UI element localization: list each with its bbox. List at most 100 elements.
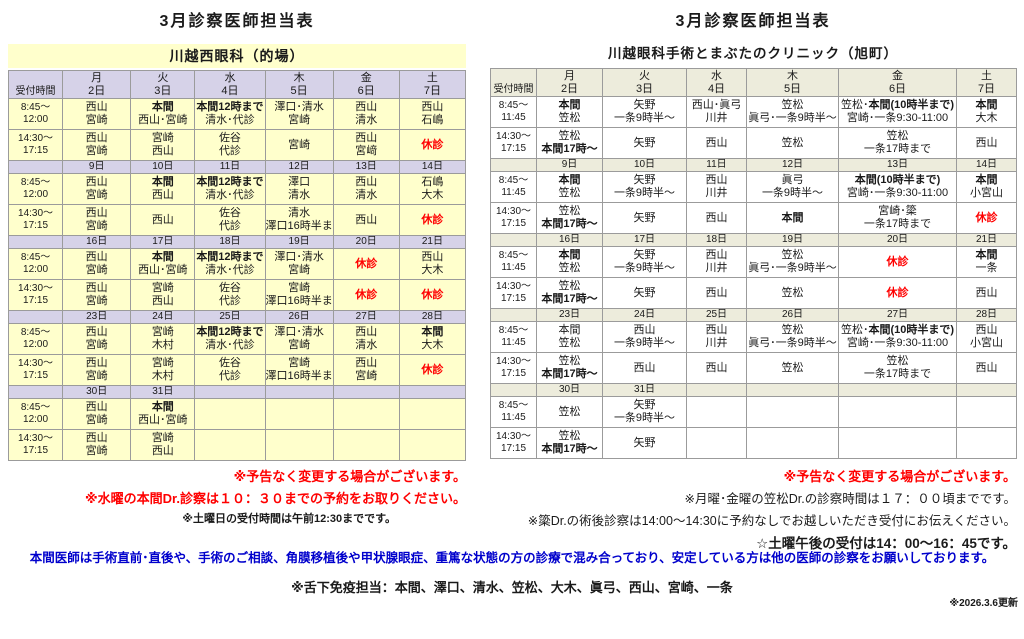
date-cell: 25日	[686, 308, 747, 322]
doctor-name: 本間12時まで	[196, 326, 264, 338]
schedule-line: 休診	[400, 289, 464, 302]
schedule-line: 休診	[400, 364, 464, 377]
schedule-line: 西山	[64, 176, 130, 189]
note-wed-honma-reservation: ※水曜の本間Dr.診察は１０：３０までの予約をお取りください。	[85, 491, 466, 506]
schedule-line: 休診	[334, 258, 398, 271]
doctor-name: 本間	[558, 99, 581, 111]
time-label: 8:45～ 12:00	[7, 173, 64, 205]
schedule-line: 西山	[132, 214, 194, 227]
date-row: 23日 24日 25日 26日 27日 28日	[7, 310, 467, 324]
time-label: 8:45～ 12:00	[7, 398, 64, 430]
doctor-name: 本間12時まで	[196, 251, 264, 263]
schedule-cell: 本間 笠松	[536, 246, 603, 278]
doctor-name: 石嶋	[421, 114, 444, 126]
schedule-line: 本間	[132, 101, 194, 114]
schedule-cell: 宮崎澤口16時半まで	[264, 279, 334, 311]
date-cell: 16日	[536, 233, 603, 247]
date-row-corner	[490, 308, 537, 322]
time-label: 14:30～ 17:15	[7, 429, 64, 461]
doctor-name: 西山	[85, 357, 108, 369]
schedule-cell: 本間 大木	[956, 96, 1017, 128]
schedule-line: 本間	[958, 174, 1016, 187]
date-cell: 21日	[956, 233, 1017, 247]
schedule-line: 一条9時半～	[604, 337, 686, 350]
schedule-cell: 西山 一条9時半～	[602, 321, 687, 353]
schedule-line: 澤口16時半まで	[266, 295, 332, 308]
schedule-line: 西山	[958, 324, 1016, 337]
doctor-name: 澤口･清水	[274, 251, 324, 263]
schedule-cell: 清水澤口16時半まで	[264, 204, 334, 236]
doctor-name: 西山	[151, 189, 174, 201]
time-label: 8:45～ 11:45	[490, 396, 537, 428]
doctor-name: 西山	[355, 213, 378, 226]
time-label: 8:45～ 11:45	[490, 321, 537, 353]
doctor-name: 笠松	[781, 286, 804, 299]
day-of-week: 火	[157, 71, 169, 84]
schedule-cell	[686, 427, 747, 459]
schedule-line: 一条17時まで	[840, 143, 956, 156]
schedule-line: 川井	[688, 112, 746, 125]
schedule-line: 一条9時半～	[604, 187, 686, 200]
doctor-name: 清水･代診	[205, 114, 255, 126]
time-label: 8:45～ 11:45	[490, 246, 537, 278]
schedule-line: 木村	[132, 370, 194, 383]
schedule-line: 宮崎	[64, 220, 130, 233]
date-row: 30日 31日	[7, 385, 467, 399]
schedule-line: 宮崎	[64, 114, 130, 127]
schedule-line: 西山	[604, 362, 686, 375]
schedule-line: 佐谷	[196, 282, 264, 295]
doctor-name: 大木	[975, 112, 998, 124]
schedule-line: 矢野	[604, 399, 686, 412]
doctor-name: 宮崎	[288, 339, 311, 351]
doctor-name: 澤口･清水	[274, 326, 324, 338]
doctor-name: 矢野	[633, 136, 656, 149]
schedule-cell: 休診	[838, 277, 957, 309]
date-label: 6日	[888, 82, 907, 95]
am-row: 8:45～ 11:45 本間 笠松 矢野 一条9時半～ 西山･眞弓 川井 笠松 眞弓･一条9時半…	[490, 96, 1017, 128]
schedule-cell: 西山	[602, 352, 687, 384]
day-of-week: 金	[892, 69, 903, 82]
pm-row: 14:30～ 17:15 笠松 本間17時～ 矢野 西山 笠松 休診 西山	[490, 277, 1017, 309]
schedule-line: 本間17時～	[538, 143, 602, 156]
schedule-cell: 石嶋 大木	[398, 173, 467, 205]
schedule-cell: 笠松 本間17時～	[536, 202, 603, 234]
schedule-cell: 西山	[686, 352, 747, 384]
doctor-name: 清水	[355, 189, 378, 201]
doctor-name: 西山	[151, 145, 174, 157]
doctor-name: 本間17時～	[541, 218, 598, 230]
day-header: 水 4日	[194, 70, 266, 99]
doctor-name: 大木	[421, 339, 444, 351]
schedule-line: 宮崎	[64, 145, 130, 158]
schedule-line: 矢野	[604, 249, 686, 262]
date-cell: 17日	[602, 233, 687, 247]
schedule-line: 宮崎	[64, 339, 130, 352]
date-cell: 20日	[332, 235, 400, 249]
doctor-name: 本間	[975, 174, 998, 186]
schedule-cell: 本間 一条	[956, 246, 1017, 278]
doctor-name: 笠松	[558, 355, 581, 367]
date-cell: 17日	[130, 235, 196, 249]
date-cell: 27日	[332, 310, 400, 324]
date-row-corner	[7, 385, 64, 399]
doctor-name: 宮崎	[151, 326, 174, 338]
schedule-line: 宮崎	[266, 357, 332, 370]
doctor-name: 休診	[886, 286, 909, 299]
doctor-name: 宮崎	[85, 264, 108, 276]
schedule-cell: 休診	[838, 246, 957, 278]
date-cell: 12日	[746, 158, 839, 172]
schedule-line: 宮崎	[64, 414, 130, 427]
left-clinic-schedule: 川越西眼科（的場） 受付時間月 2日火 3日水 4日木 5日金 6日土 7日 8:45～ 12…	[7, 44, 467, 461]
date-label: 6日	[357, 84, 375, 97]
schedule-cell: 本間 西山･宮崎	[130, 248, 196, 280]
schedule-cell: 佐谷 代診	[194, 279, 266, 311]
doctor-name: 宮崎	[85, 145, 108, 157]
doctor-name: 小宮山	[970, 187, 1003, 199]
schedule-line: 西山	[688, 362, 746, 375]
doctor-name: 川井	[705, 187, 728, 199]
doctor-name: 西山	[421, 251, 444, 263]
time-label: 14:30～ 17:15	[7, 129, 64, 161]
note-no-notice-change: ※予告なく変更する場合がございます。	[783, 469, 1016, 484]
schedule-line: 本間(10時半まで)	[840, 174, 956, 187]
day-of-week: 土	[981, 69, 992, 82]
doctor-name: 清水	[355, 114, 378, 126]
